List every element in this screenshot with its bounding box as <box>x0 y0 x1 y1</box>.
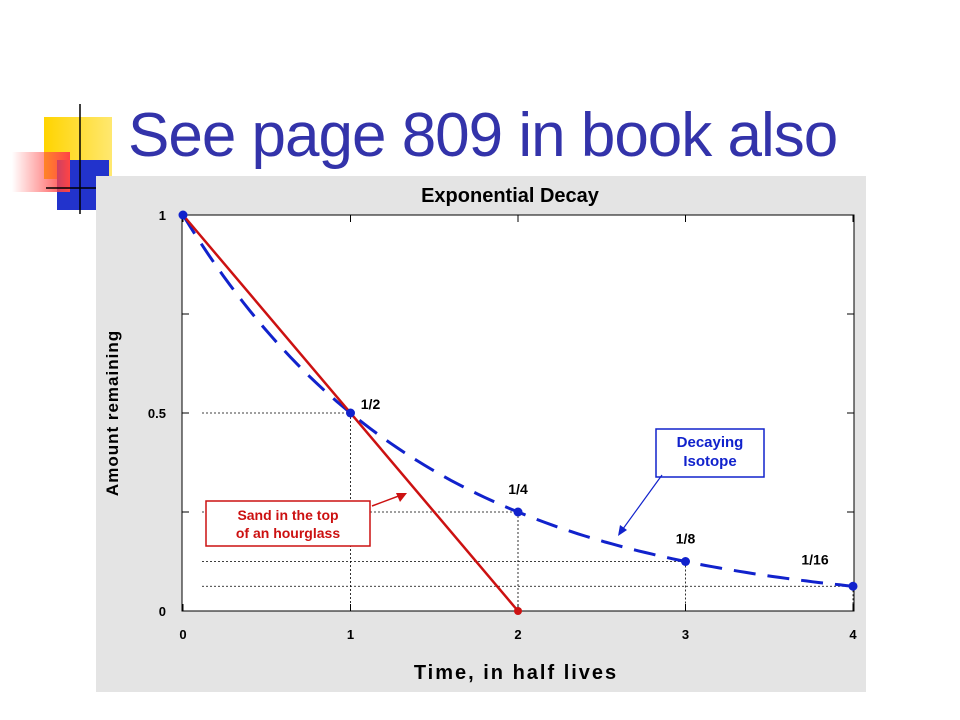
hourglass-annotation-line-1: Sand in the top <box>237 507 338 523</box>
isotope-point-label: 1/2 <box>361 396 381 412</box>
isotope-point <box>513 507 523 517</box>
y-tick-label: 0 <box>159 604 166 619</box>
isotope-point-label: 1/8 <box>676 531 696 547</box>
hourglass-annotation-box <box>205 500 371 547</box>
isotope-point <box>681 557 690 566</box>
isotope-annotation: Decaying Isotope <box>618 428 765 536</box>
chart-title: Exponential Decay <box>421 185 600 207</box>
y-tick-label: 0.5 <box>148 406 166 421</box>
isotope-annotation-line-2: Isotope <box>683 453 736 470</box>
isotope-point <box>346 408 355 418</box>
x-tick-label: 3 <box>682 627 689 642</box>
isotope-point-label: 1/4 <box>508 481 528 497</box>
hourglass-annotation: Sand in the top of an hourglass <box>205 493 407 547</box>
decay-chart: Exponential Decay 0 1 2 3 4 0 0.5 1 1/2 1/4 1/8 1/… <box>103 185 858 684</box>
x-tick-label: 2 <box>514 627 521 642</box>
chart-figure: Exponential Decay 0 1 2 3 4 0 0.5 1 1/2 1/4 1/8 1/… <box>96 176 866 692</box>
isotope-point <box>178 210 188 220</box>
isotope-annotation-box <box>655 428 765 478</box>
x-tick-label: 4 <box>849 627 857 642</box>
hourglass-end-point <box>514 607 522 615</box>
deco-red-square <box>12 152 70 192</box>
x-tick-label: 0 <box>179 627 186 642</box>
isotope-point-label: 1/16 <box>801 551 828 567</box>
x-axis-label: Time, in half lives <box>414 662 618 684</box>
slide-title: See page 809 in book also <box>128 101 838 170</box>
y-tick-label: 1 <box>159 208 166 223</box>
hourglass-arrow-head <box>396 493 407 502</box>
isotope-annotation-line-1: Decaying <box>677 434 744 451</box>
y-axis-label: Amount remaining <box>103 330 122 496</box>
x-tick-label: 1 <box>347 627 354 642</box>
isotope-arrow-head <box>618 525 627 536</box>
isotope-annotation-arrow <box>619 474 663 534</box>
isotope-point <box>848 581 858 591</box>
hourglass-annotation-line-2: of an hourglass <box>236 525 340 541</box>
